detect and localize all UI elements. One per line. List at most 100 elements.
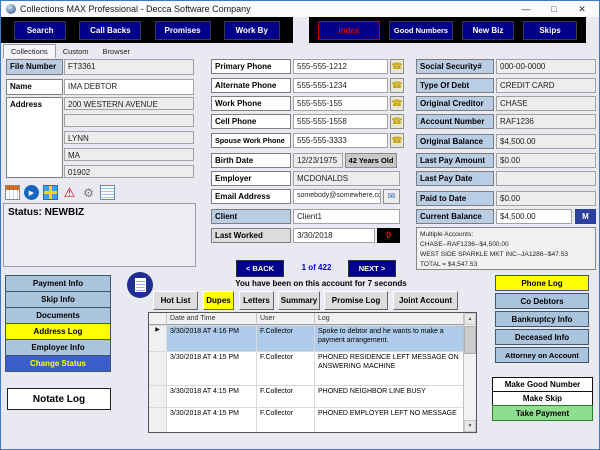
- original-creditor-field[interactable]: CHASE: [496, 96, 596, 111]
- primary-phone-field[interactable]: 555-555-1212: [293, 59, 388, 74]
- address-city-field[interactable]: LYNN: [64, 131, 194, 144]
- index-button[interactable]: Index: [318, 20, 380, 40]
- notes-document-icon[interactable]: [127, 272, 153, 298]
- original-balance-field[interactable]: $4,500.00: [496, 134, 596, 149]
- app-icon: [6, 4, 16, 14]
- work-phone-field[interactable]: 555-555-155: [293, 96, 388, 111]
- summary-button[interactable]: Summary: [278, 291, 320, 310]
- address-zip-field[interactable]: 01902: [64, 165, 194, 178]
- call-backs-button[interactable]: Call Backs: [79, 20, 142, 40]
- calendar-icon[interactable]: [5, 185, 20, 200]
- row-selector-cell: [149, 408, 167, 432]
- log-column-header[interactable]: Log: [315, 313, 465, 325]
- log-row[interactable]: 3/30/2018 AT 4:15 PM F.Collector PHONED …: [149, 386, 465, 408]
- birth-date-field[interactable]: 12/23/1975: [293, 153, 343, 168]
- tab-custom[interactable]: Custom: [62, 47, 89, 56]
- current-balance-label: Current Balance: [416, 209, 494, 224]
- file-number-field[interactable]: FT3361: [64, 59, 194, 75]
- bankruptcy-info-button[interactable]: Bankruptcy Info: [495, 311, 589, 327]
- cell-phone-field[interactable]: 555-555-1558: [293, 114, 388, 129]
- close-button[interactable]: ✕: [578, 3, 586, 14]
- user-column-header[interactable]: User: [257, 313, 315, 325]
- back-button[interactable]: < BACK: [236, 260, 284, 277]
- name-field[interactable]: IMA DEBTOR: [64, 79, 194, 95]
- search-button[interactable]: Search: [14, 20, 67, 40]
- last-worked-field[interactable]: 3/30/2018: [293, 228, 375, 243]
- notate-log-button[interactable]: Notate Log: [7, 388, 111, 410]
- address-line2-field[interactable]: [64, 114, 194, 127]
- joint-account-button[interactable]: Joint Account: [393, 291, 458, 310]
- last-pay-amount-field[interactable]: $0.00: [496, 153, 596, 168]
- new-biz-button[interactable]: New Biz: [462, 20, 514, 40]
- nav-strip-right: Index Good Numbers New Biz Skips: [309, 17, 586, 43]
- attorney-on-account-button[interactable]: Attorney on Account: [495, 347, 589, 363]
- make-skip-button[interactable]: Make Skip: [492, 391, 593, 406]
- scrollbar-thumb[interactable]: [464, 326, 476, 354]
- alternate-phone-label: Alternate Phone: [211, 78, 291, 93]
- scroll-down-icon[interactable]: ▼: [464, 420, 476, 432]
- log-scrollbar[interactable]: ▲ ▼: [463, 313, 476, 432]
- letters-button[interactable]: Letters: [239, 291, 274, 310]
- current-balance-field[interactable]: $4,500.00: [496, 209, 572, 224]
- work-by-button[interactable]: Work By: [223, 20, 280, 40]
- gear-icon[interactable]: ⚙: [83, 185, 94, 200]
- minimize-button[interactable]: —: [521, 4, 531, 14]
- tab-collections[interactable]: Collections: [3, 44, 56, 58]
- alternate-phone-field[interactable]: 555-555-1234: [293, 78, 388, 93]
- log-row[interactable]: 3/30/2018 AT 4:15 PM F.Collector PHONED …: [149, 352, 465, 386]
- next-button[interactable]: NEXT >: [348, 260, 396, 277]
- ssn-field[interactable]: 000-00-0000: [496, 59, 596, 74]
- warning-icon[interactable]: ⚠: [63, 184, 76, 200]
- date-column-header[interactable]: Date and Time: [167, 313, 257, 325]
- dial-alternate-phone-icon[interactable]: ☎: [390, 78, 404, 93]
- employer-field[interactable]: MCDONALDS: [293, 171, 400, 186]
- account-timer-text: You have been on this account for 7 seco…: [235, 279, 407, 288]
- deceased-info-button[interactable]: Deceased Info: [495, 329, 589, 345]
- payment-info-button[interactable]: Payment Info: [5, 275, 111, 292]
- dial-work-phone-icon[interactable]: ☎: [390, 96, 404, 111]
- type-of-debt-field[interactable]: CREDIT CARD: [496, 78, 596, 93]
- envelope-icon[interactable]: ✉: [383, 189, 400, 204]
- make-good-number-button[interactable]: Make Good Number: [492, 377, 593, 392]
- change-status-button[interactable]: Change Status: [5, 355, 111, 372]
- play-icon[interactable]: ▶: [24, 185, 39, 200]
- take-payment-button[interactable]: Take Payment: [492, 405, 593, 421]
- scroll-up-icon[interactable]: ▲: [464, 313, 476, 325]
- window-title: Collections MAX Professional - Decca Sof…: [20, 4, 251, 14]
- dial-spouse-phone-icon[interactable]: ☎: [390, 133, 404, 148]
- account-number-field[interactable]: RAF1236: [496, 114, 596, 129]
- log-row[interactable]: 3/30/2018 AT 4:15 PM F.Collector PHONED …: [149, 408, 465, 432]
- cell-phone-label: Cell Phone: [211, 114, 291, 129]
- multiple-accounts-title: Multiple Accounts:: [420, 231, 474, 238]
- promise-log-button[interactable]: Promise Log: [324, 291, 388, 310]
- package-icon[interactable]: [43, 185, 58, 200]
- address-state-field[interactable]: MA: [64, 148, 194, 161]
- maximize-button[interactable]: □: [551, 4, 557, 14]
- address-log-button[interactable]: Address Log: [5, 323, 111, 340]
- paid-to-date-field[interactable]: $0.00: [496, 191, 596, 206]
- address-line1-field[interactable]: 200 WESTERN AVENUE: [64, 97, 194, 110]
- spouse-work-phone-field[interactable]: 555-555-3333: [293, 133, 388, 148]
- good-numbers-button[interactable]: Good Numbers: [389, 20, 453, 40]
- dial-primary-phone-icon[interactable]: ☎: [390, 59, 404, 74]
- log-row-selected[interactable]: ▶ 3/30/2018 AT 4:16 PM F.Collector Spoke…: [149, 326, 465, 352]
- phone-log-button[interactable]: Phone Log: [495, 275, 589, 291]
- multiple-accounts-button[interactable]: M: [575, 209, 596, 224]
- address-label: Address: [6, 97, 63, 178]
- dial-cell-phone-icon[interactable]: ☎: [390, 114, 404, 129]
- employer-info-button[interactable]: Employer Info: [5, 339, 111, 356]
- tab-browser[interactable]: Browser: [102, 47, 131, 56]
- skip-info-button[interactable]: Skip Info: [5, 291, 111, 308]
- documents-button[interactable]: Documents: [5, 307, 111, 324]
- promises-button[interactable]: Promises: [154, 20, 211, 40]
- skips-button[interactable]: Skips: [523, 20, 577, 40]
- last-pay-date-field[interactable]: [496, 171, 596, 186]
- birth-date-label: Birth Date: [211, 153, 291, 168]
- notepad-icon[interactable]: [100, 185, 115, 200]
- co-debtors-button[interactable]: Co Debtors: [495, 293, 589, 309]
- client-field[interactable]: Client1: [293, 209, 400, 224]
- hot-list-button[interactable]: Hot List: [153, 291, 198, 310]
- email-field[interactable]: somebody@somewhere.com: [293, 189, 381, 204]
- dupes-button[interactable]: Dupes: [203, 291, 234, 310]
